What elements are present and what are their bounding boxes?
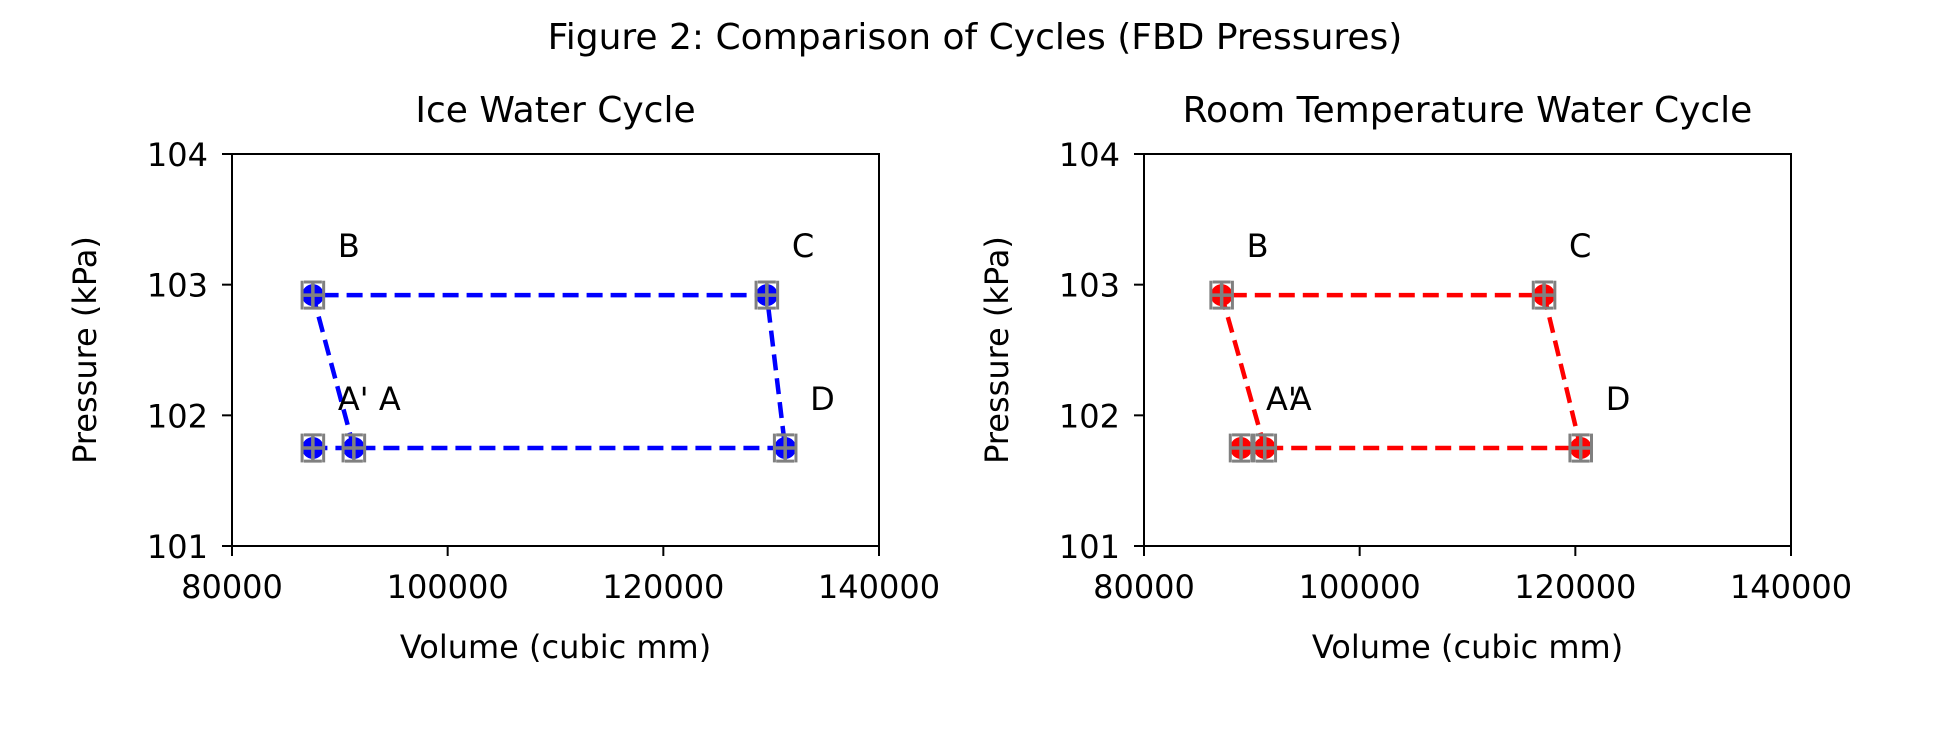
point-a-prime-label: A' [338,380,369,418]
plot-frame [231,153,880,547]
point-b-label: B [338,227,360,265]
y-tick-label: 102 [147,397,208,435]
ice-water-cycle-panel: Ice Water Cycle 80000 100000 120000 140000 10… [66,90,940,666]
room-temperature-water-cycle-panel: Room Temperature Water Cycle 80000 100000 1… [978,90,1852,666]
figure-suptitle: Figure 2: Comparison of Cycles (FBD Pres… [548,17,1403,58]
y-tick-label: 101 [1059,528,1120,566]
x-tick-label: 100000 [1299,568,1421,606]
point-a-label: A [379,380,401,418]
point-a-label: A [1290,380,1312,418]
point-c-label: C [792,227,814,265]
x-tick-label: 80000 [181,568,283,606]
y-tick-label: 101 [147,528,208,566]
y-axis-label: Pressure (kPa) [978,236,1016,464]
x-tick-label: 100000 [387,568,509,606]
x-tick-label: 140000 [818,568,940,606]
point-d-label: D [810,380,835,418]
panel-title: Ice Water Cycle [415,90,695,131]
y-axis-label: Pressure (kPa) [66,236,104,464]
point-a-prime-label: A' [1266,380,1297,418]
y-tick-label: 102 [1059,397,1120,435]
point-b-label: B [1247,227,1269,265]
y-tick-label: 104 [147,136,208,174]
x-tick-label: 140000 [1730,568,1852,606]
x-axis-label: Volume (cubic mm) [1312,628,1623,666]
plot-frame [1143,153,1792,547]
point-d-label: D [1606,380,1631,418]
y-tick-label: 103 [147,267,208,305]
x-tick-label: 120000 [1514,568,1636,606]
panel-title: Room Temperature Water Cycle [1183,90,1753,131]
y-tick-label: 104 [1059,136,1120,174]
y-tick-label: 103 [1059,267,1120,305]
x-axis-label: Volume (cubic mm) [400,628,711,666]
x-tick-label: 120000 [602,568,724,606]
x-tick-label: 80000 [1093,568,1195,606]
cycle-path-line [309,292,788,451]
point-c-label: C [1569,227,1591,265]
cycle-path-line [1218,292,1584,451]
